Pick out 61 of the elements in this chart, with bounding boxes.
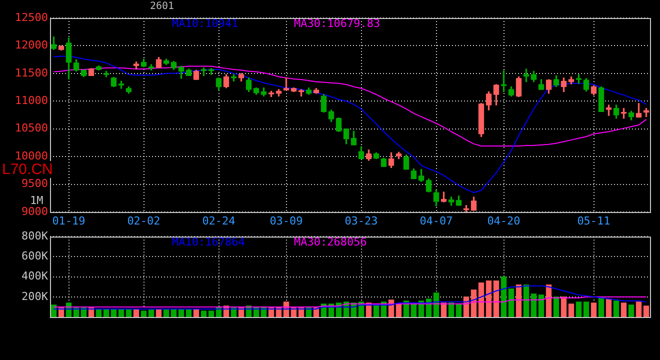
y-tick-label: 9500 xyxy=(22,177,48,190)
bar xyxy=(606,298,612,317)
bar xyxy=(396,304,402,317)
y-tick-label: 400K xyxy=(22,270,48,283)
x-tick-label: 05-11 xyxy=(577,214,610,228)
bar xyxy=(508,288,514,317)
text: 1M xyxy=(30,194,44,207)
bar xyxy=(538,294,544,317)
bar xyxy=(440,302,447,317)
y-tick-label: 9000 xyxy=(22,204,48,218)
y-tick-label: 12500 xyxy=(14,10,48,24)
x-tick-label: 03-23 xyxy=(344,214,378,228)
bar xyxy=(500,276,507,317)
chart-title: 2601 xyxy=(150,1,174,12)
bar xyxy=(486,280,492,317)
bar xyxy=(613,300,620,317)
bar xyxy=(576,302,582,317)
bar xyxy=(516,284,522,317)
annotation: L70.CN xyxy=(2,161,53,178)
bar xyxy=(148,310,154,317)
x-tick-label: 01-19 xyxy=(52,214,86,228)
bar xyxy=(530,294,537,317)
bar xyxy=(546,284,552,317)
text: MA30:10679.83 xyxy=(294,16,380,30)
bar xyxy=(590,302,597,317)
bar xyxy=(140,310,147,317)
bar xyxy=(620,302,627,317)
bar xyxy=(448,302,454,317)
bar xyxy=(478,282,484,317)
bar xyxy=(523,284,530,317)
bar xyxy=(643,306,650,317)
text: MA10:10941 xyxy=(172,16,238,30)
bar xyxy=(208,310,214,317)
y-tick-label: 11500 xyxy=(14,66,48,80)
bar xyxy=(493,280,500,317)
bar xyxy=(373,304,380,317)
bar xyxy=(636,302,642,317)
x-tick-label: 04-07 xyxy=(420,214,453,228)
y-tick-label: 600K xyxy=(22,250,48,263)
bar xyxy=(568,304,574,317)
bar xyxy=(163,310,170,317)
x-tick-label: 04-20 xyxy=(487,214,520,228)
x-tick-label: 03-09 xyxy=(270,214,303,228)
bar xyxy=(470,290,477,317)
x-tick-label: 02-02 xyxy=(127,214,160,228)
bar xyxy=(628,304,634,317)
y-tick-label: 12000 xyxy=(14,38,48,52)
x-tick-label: 02-24 xyxy=(202,214,236,228)
bar xyxy=(50,304,57,317)
y-tick-label: 11000 xyxy=(14,94,48,107)
y-tick-label: 10000 xyxy=(14,149,48,162)
text: MA30:268056 xyxy=(294,235,367,248)
y-tick-label: 200K xyxy=(22,290,48,303)
bar xyxy=(560,296,567,317)
y-tick-label: 10500 xyxy=(14,122,48,135)
bar xyxy=(456,304,462,317)
y-tick-label: 800K xyxy=(22,229,48,242)
bar xyxy=(200,310,207,317)
bar xyxy=(553,296,560,317)
text: MA10:167864 xyxy=(172,235,246,248)
bar xyxy=(583,302,590,317)
